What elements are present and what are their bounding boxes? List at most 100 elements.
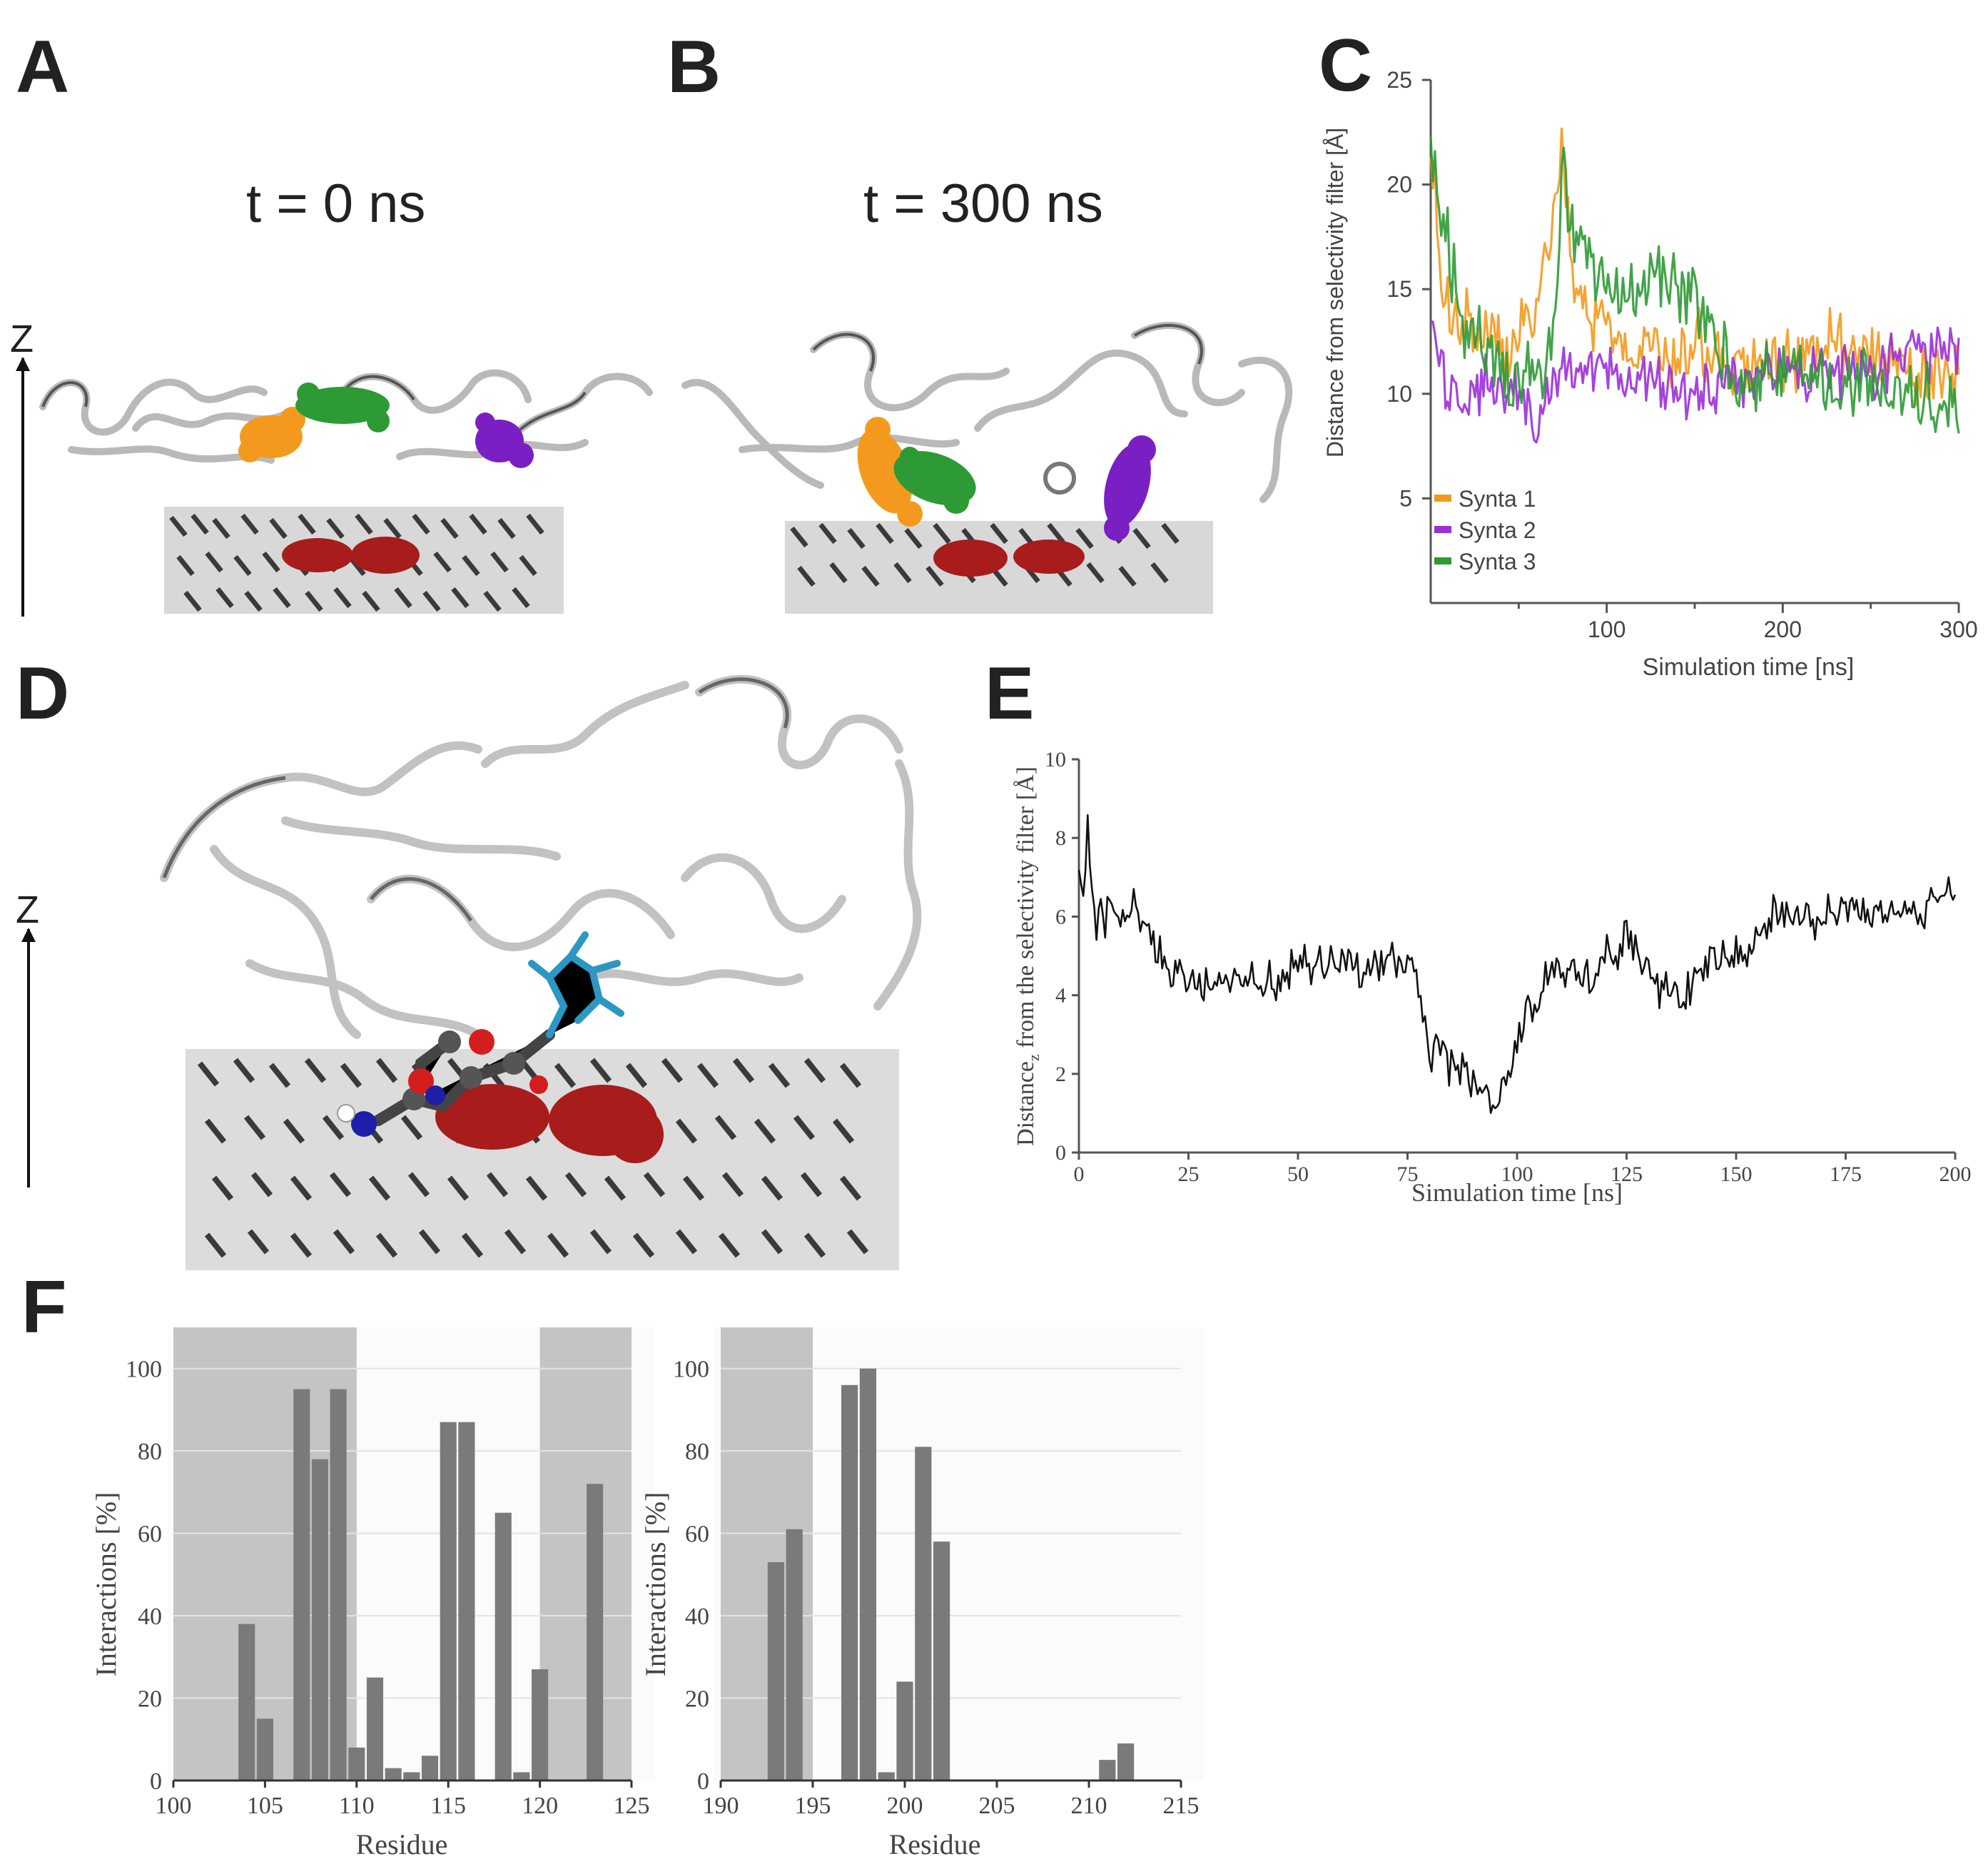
chart-e-ylabel-rest: from the selectivity filter [Å] xyxy=(1013,766,1039,1054)
z-axis-label-a: Z xyxy=(10,318,34,360)
chart-f-right-bar xyxy=(767,1562,785,1781)
chart-e-ytick-label: 6 xyxy=(1055,905,1066,928)
chart-c-series-2 xyxy=(1430,320,1960,444)
z-axis-label-d: Z xyxy=(16,888,39,931)
chart-f-left-bar xyxy=(495,1512,512,1781)
selectivity-filter xyxy=(435,1084,664,1163)
chart-f-left-bar xyxy=(458,1422,475,1781)
chart-f-right-xtick-label: 200 xyxy=(887,1793,923,1819)
chart-f-right-bar xyxy=(841,1384,858,1781)
ligand-cyan-group xyxy=(528,931,624,1038)
chart-f-left-bar xyxy=(366,1677,384,1781)
chart-f-left-bar xyxy=(330,1389,347,1781)
chart-e-xtick-label: 25 xyxy=(1178,1163,1200,1186)
chart-e-xtick-label: 50 xyxy=(1287,1163,1309,1186)
synta-1-molecule xyxy=(238,407,305,462)
chart-f-right-ytick-label: 20 xyxy=(685,1686,709,1713)
chart-e-xtick-label: 100 xyxy=(1501,1163,1533,1186)
chart-f-left-ylabel: Interactions [%] xyxy=(90,1492,122,1677)
chart-f-left-xtick-label: 120 xyxy=(522,1793,558,1819)
chart-e-series-line xyxy=(1077,814,1957,1115)
chart-f-right-xtick-label: 205 xyxy=(979,1793,1015,1819)
chart-f-right-ytick-label: 60 xyxy=(685,1521,709,1548)
chart-e-ylabel: Distancez from the selectivity filter [Å… xyxy=(1013,766,1043,1146)
chart-f-right-bar xyxy=(1099,1760,1116,1781)
chart-c-ytick-label: 5 xyxy=(1399,485,1412,511)
panel-letter-b: B xyxy=(667,26,721,108)
chart-f-left-xtick-label: 100 xyxy=(156,1793,192,1819)
chart-c-legend-label: Synta 1 xyxy=(1459,486,1536,512)
chart-f-right-ytick-label: 0 xyxy=(697,1768,709,1795)
ligand-molecule xyxy=(337,931,624,1137)
chart-e-xtick-label: 125 xyxy=(1611,1163,1643,1186)
chart-f-left-ytick-label: 100 xyxy=(126,1357,162,1383)
chart-f-left-xtick-label: 115 xyxy=(430,1793,466,1819)
chart-f-left-bar xyxy=(238,1624,255,1781)
chart-f-left-bar xyxy=(513,1772,530,1781)
panel-letter-c: C xyxy=(1319,24,1373,107)
chart-f-right-xtick-label: 190 xyxy=(703,1793,739,1819)
time-label-b: t = 300 ns xyxy=(863,173,1103,234)
chart-f-right-bar xyxy=(859,1368,877,1781)
chart-f-left-bar xyxy=(256,1718,273,1781)
helix-coil xyxy=(1043,462,1076,495)
chart-c-ytick-label: 15 xyxy=(1386,276,1412,302)
chart-e: Distancez from the selectivity filter [Å… xyxy=(1013,748,1972,1207)
chart-f-left: Interactions [%] Residue 0 20 40 60 80 100 100… xyxy=(90,1327,654,1860)
chart-c-xtick-label: 300 xyxy=(1939,617,1977,642)
protein-ribbon-edges xyxy=(41,375,587,437)
chart-f-right-bar xyxy=(786,1529,803,1781)
chart-f-left-xtick-label: 110 xyxy=(339,1793,375,1819)
molecular-render-a xyxy=(39,369,653,614)
chart-c-xtick-label: 100 xyxy=(1588,617,1626,642)
chart-f-left-bar xyxy=(587,1484,604,1781)
chart-f-right-bar xyxy=(1117,1743,1135,1781)
panel-letter-d: D xyxy=(16,652,70,735)
chart-f-left-ytick-label: 80 xyxy=(138,1439,162,1465)
panel-letter-a: A xyxy=(16,26,70,108)
chart-f-left-bar xyxy=(421,1756,439,1781)
chart-f-left-shaded-region xyxy=(539,1327,632,1781)
chart-f-left-bar xyxy=(385,1768,402,1781)
chart-f-left-xtick-label: 125 xyxy=(614,1793,650,1819)
chart-e-xtick-label: 175 xyxy=(1830,1163,1862,1186)
selectivity-filter xyxy=(933,540,1085,577)
chart-f-left-bar xyxy=(403,1772,420,1781)
chart-f-left-ytick-label: 0 xyxy=(150,1768,162,1795)
chart-c-series-3 xyxy=(1429,136,1960,434)
chart-f-left-bar xyxy=(293,1389,310,1781)
chart-f-right-xtick-label: 195 xyxy=(795,1793,831,1819)
chart-c-xtick-label: 200 xyxy=(1764,617,1802,642)
synta-2-molecule xyxy=(475,412,534,468)
chart-f-right-bar xyxy=(933,1541,950,1781)
chart-e-ytick-label: 10 xyxy=(1045,748,1066,771)
protein-ribbon-loops xyxy=(160,674,922,1039)
chart-e-xtick-label: 150 xyxy=(1720,1163,1753,1186)
chart-c-ytick-label: 25 xyxy=(1386,67,1412,93)
chart-f-left-ytick-label: 60 xyxy=(138,1521,162,1548)
chart-f-right-xlabel: Residue xyxy=(889,1828,981,1860)
time-label-a: t = 0 ns xyxy=(246,173,426,234)
molecular-render-b xyxy=(681,322,1293,614)
chart-e-ylabel-subscript: z xyxy=(1025,1054,1043,1061)
chart-e-ylabel-main: Distance xyxy=(1013,1061,1039,1146)
chart-f-left-xlabel: Residue xyxy=(356,1828,448,1860)
chart-e-xlabel: Simulation time [ns] xyxy=(1411,1178,1623,1207)
chart-f-left-shaded-region xyxy=(173,1327,357,1781)
chart-f-right: Interactions [%] Residue 0 20 40 60 80 100 190… xyxy=(639,1327,1204,1860)
chart-c-ylabel: Distance from selectivity filter [Å] xyxy=(1322,128,1348,457)
synta-2-molecule xyxy=(1104,435,1156,541)
chart-f-left-ytick-label: 40 xyxy=(138,1604,162,1630)
chart-e-ytick-label: 4 xyxy=(1055,984,1066,1008)
chart-f-right-ylabel: Interactions [%] xyxy=(639,1492,671,1677)
chart-f-left-bar xyxy=(440,1422,457,1781)
chart-f-left-ytick-label: 20 xyxy=(138,1686,162,1713)
chart-e-xtick-label: 0 xyxy=(1074,1163,1085,1186)
chart-e-ytick-label: 0 xyxy=(1055,1141,1066,1165)
chart-f-left-bar xyxy=(532,1669,549,1781)
chart-c-ytick-label: 20 xyxy=(1386,172,1412,198)
chart-c-xlabel: Simulation time [ns] xyxy=(1643,654,1855,681)
selectivity-filter xyxy=(282,537,420,574)
z-axis-arrow-d xyxy=(21,928,36,1187)
chart-f-right-ytick-label: 80 xyxy=(685,1439,709,1465)
